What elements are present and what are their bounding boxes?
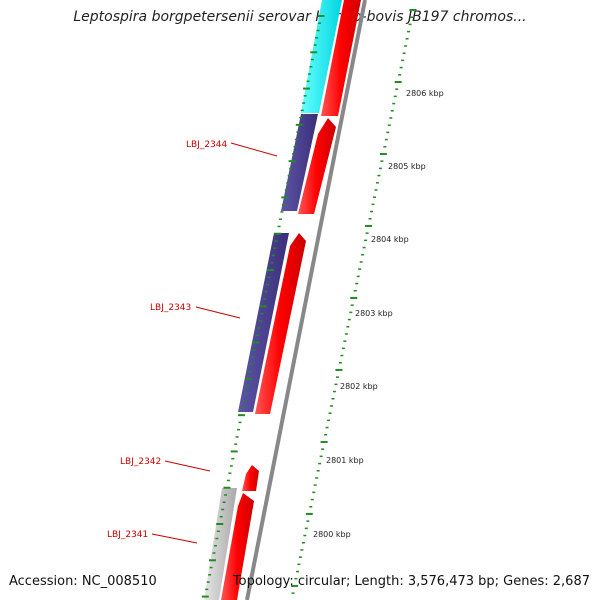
map-title: Leptospira borgpetersenii serovar Hardjo…: [73, 9, 527, 25]
kbp-label-2802: 2802 kbp: [340, 382, 378, 391]
forward-cds-top[interactable]: [321, 0, 361, 116]
forward-cds-3[interactable]: [255, 233, 306, 414]
chromosome-backbone: [245, 0, 367, 600]
accession-text: Accession: NC_008510: [9, 574, 157, 589]
gene-leader-lbj-2341: [151, 533, 198, 544]
forward-cds-2[interactable]: [298, 118, 336, 214]
forward-cds-lbj-2342[interactable]: [242, 465, 259, 491]
gene-label-lbj-2343[interactable]: LBJ_2343: [150, 303, 191, 313]
kbp-label-2803: 2803 kbp: [355, 309, 393, 318]
gene-label-lbj-2341[interactable]: LBJ_2341: [107, 530, 148, 540]
pseudogene-lbj-2341[interactable]: [204, 488, 237, 600]
kbp-label-2805: 2805 kbp: [388, 162, 426, 171]
kbp-label-2804: 2804 kbp: [371, 235, 409, 244]
reverse-cds-cyan[interactable]: [301, 0, 342, 113]
kbp-label-2800: 2800 kbp: [313, 530, 351, 539]
kbp-scale-ticks: [290, 9, 417, 594]
feature-track-ticks: [201, 15, 325, 598]
gene-leader-lbj-2343: [195, 306, 241, 319]
gene-label-lbj-2342[interactable]: LBJ_2342: [120, 457, 161, 467]
kbp-label-2806: 2806 kbp: [406, 89, 444, 98]
kbp-label-2801: 2801 kbp: [326, 456, 364, 465]
genome-summary-text: Topology: circular; Length: 3,576,473 bp…: [232, 574, 590, 589]
reverse-cds-lbj-2344[interactable]: [281, 114, 318, 211]
gene-leader-lbj-2344: [230, 142, 278, 157]
reverse-cds-lbj-2343[interactable]: [238, 233, 289, 412]
forward-cds-lbj-2341[interactable]: [221, 493, 254, 600]
gene-label-lbj-2344[interactable]: LBJ_2344: [186, 140, 228, 150]
gene-leader-lbj-2342: [164, 460, 211, 472]
